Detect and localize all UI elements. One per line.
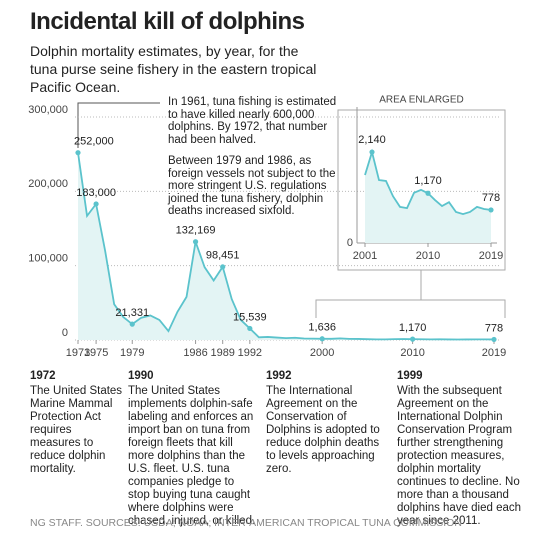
x-tick-label: 2010 xyxy=(416,250,440,262)
value-label: 1,170 xyxy=(399,322,427,334)
x-tick-label: 1979 xyxy=(120,347,144,359)
note-text: The United States implements dolphin-saf… xyxy=(128,385,256,527)
subtitle: Dolphin mortality estimates, by year, fo… xyxy=(30,43,317,95)
x-tick-label: 2001 xyxy=(353,250,377,262)
point xyxy=(129,321,135,327)
value-label: 21,331 xyxy=(115,307,149,319)
value-label: 778 xyxy=(482,192,500,204)
note-year: 1999 xyxy=(397,370,423,382)
bracket xyxy=(315,270,506,318)
note-year: 1990 xyxy=(128,370,154,382)
point xyxy=(369,149,375,155)
point xyxy=(319,336,325,342)
value-label: 183,000 xyxy=(76,187,116,199)
value-label: 98,451 xyxy=(206,250,240,262)
y-tick-label: 0 xyxy=(62,327,68,339)
area xyxy=(365,152,491,243)
point xyxy=(488,207,494,213)
note: 1990 The United States implements dolphin… xyxy=(128,370,256,528)
x-tick-label: 1973 xyxy=(66,347,90,359)
value-label: 1,636 xyxy=(308,322,336,334)
point xyxy=(192,239,199,245)
value-label: 132,169 xyxy=(176,225,216,237)
x-tick-label: 1992 xyxy=(238,347,262,359)
annotation: In 1961, tuna fishing is estimated to ha… xyxy=(168,96,337,146)
note: 1972 The United States Marine Mammal Prot… xyxy=(30,370,125,476)
x-tick-label: 2019 xyxy=(479,250,503,262)
value-label: 252,000 xyxy=(74,136,114,148)
note-year: 1992 xyxy=(266,370,292,382)
note: 1999 With the subsequent Agreement on the… xyxy=(397,370,523,528)
line xyxy=(77,152,495,341)
note-year: 1972 xyxy=(30,370,56,382)
note-text: The United States Marine Mammal Protecti… xyxy=(30,385,123,475)
source: NG STAFF. SOURCES: USDA; NOAA; INTER-AME… xyxy=(30,517,462,529)
point xyxy=(247,325,253,332)
inset-title: AREA ENLARGED xyxy=(379,95,463,106)
value-label: 15,539 xyxy=(233,311,267,323)
value-label: 1,170 xyxy=(414,175,442,187)
x-tick-label: 1975 xyxy=(84,347,108,359)
value-label: 2,140 xyxy=(358,134,386,146)
annotation: Between 1979 and 1986, as foreign vessel… xyxy=(168,155,336,217)
y-tick-label: 200,000 xyxy=(28,178,68,190)
point xyxy=(425,190,431,196)
title: Incidental kill of dolphins xyxy=(30,8,305,35)
note-text: With the subsequent Agreement on the Int… xyxy=(397,385,522,527)
x-tick-label: 1989 xyxy=(210,347,234,359)
x-tick-label: 2000 xyxy=(310,347,334,359)
point xyxy=(491,336,497,343)
point xyxy=(93,201,99,207)
note-text: The International Agreement on the Conse… xyxy=(266,385,380,475)
area xyxy=(78,152,494,340)
x-tick-label: 2019 xyxy=(482,347,506,359)
point xyxy=(220,264,226,270)
y-tick-label: 300,000 xyxy=(28,104,68,116)
note: 1992 The International Agreement on the C… xyxy=(266,370,388,476)
x-tick-label: 2010 xyxy=(400,347,424,359)
x-tick-label: 1986 xyxy=(183,347,207,359)
y-tick-label: 100,000 xyxy=(28,253,68,265)
pointer-line xyxy=(77,102,160,148)
point xyxy=(75,150,81,156)
point xyxy=(410,336,416,342)
y-tick-label: 0 xyxy=(347,237,353,249)
value-label: 778 xyxy=(485,322,503,334)
